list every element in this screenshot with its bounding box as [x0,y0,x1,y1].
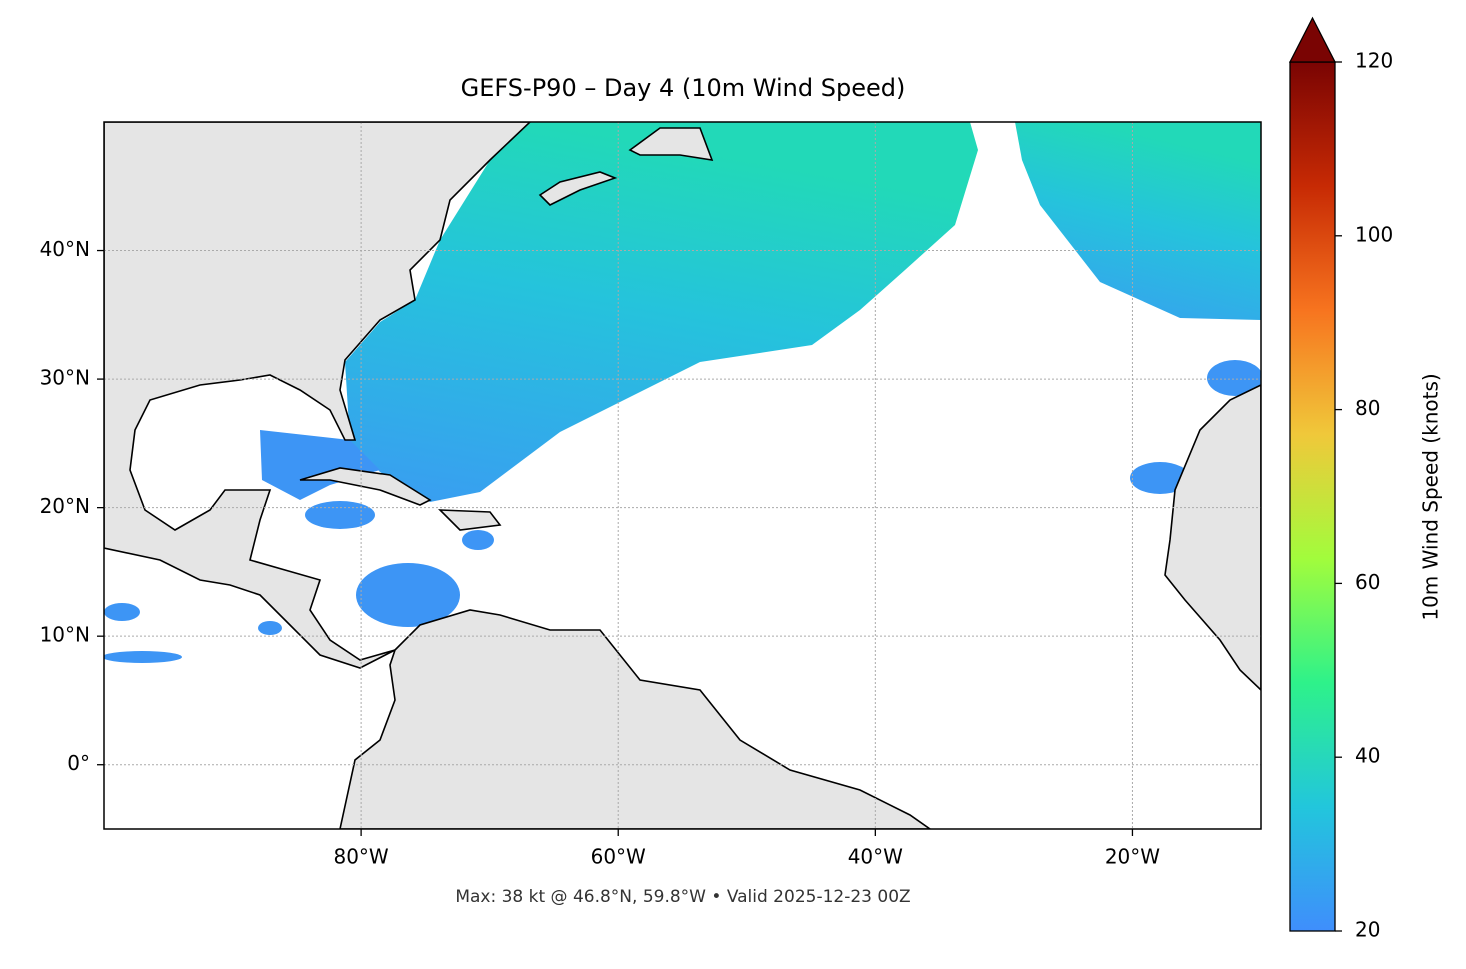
colorbar-tick-label: 100 [1355,222,1393,246]
south-america [339,609,932,829]
wind-field [305,501,375,529]
nova-scotia [538,171,618,206]
wind-field [258,621,282,635]
colorbar-tick-label: 60 [1355,570,1380,594]
x-tick-label: 60°W [591,845,646,869]
wind-field [462,530,494,550]
footer-note: Max: 38 kt @ 46.8°N, 59.8°W • Valid 2025… [455,887,910,907]
y-tick-label: 30°N [40,366,90,390]
colorbar-tick-label: 120 [1355,49,1393,73]
y-tick-label: 0° [67,751,90,775]
wind-field [345,122,978,502]
wind-field [104,651,182,663]
x-tick-label: 40°W [848,845,903,869]
colorbar [1289,61,1336,932]
colorbar-extend [1288,16,1337,63]
wind-field [104,603,140,621]
newfoundland [628,127,714,162]
hispaniola [437,509,502,531]
x-tick-label: 80°W [333,845,388,869]
map-frame [103,121,1262,830]
wind-field [1130,462,1190,494]
colorbar-tick-label: 80 [1355,396,1380,420]
wind-field [1015,122,1261,320]
north-america [104,122,532,669]
africa [1164,384,1261,692]
colorbar-label: 10m Wind Speed (knots) [1419,373,1443,620]
wind-field [1207,360,1261,396]
y-tick-label: 20°N [40,494,90,518]
y-tick-label: 10°N [40,623,90,647]
wind-field [260,430,380,500]
cuba [299,467,432,506]
wind-field [356,563,460,627]
y-tick-label: 40°N [40,237,90,261]
map-area [104,122,1261,829]
grid [104,122,1261,829]
colorbar-tick-label: 20 [1355,918,1380,942]
map-title: GEFS-P90 – Day 4 (10m Wind Speed) [461,74,906,102]
x-tick-label: 20°W [1105,845,1160,869]
colorbar-tick-label: 40 [1355,744,1380,768]
